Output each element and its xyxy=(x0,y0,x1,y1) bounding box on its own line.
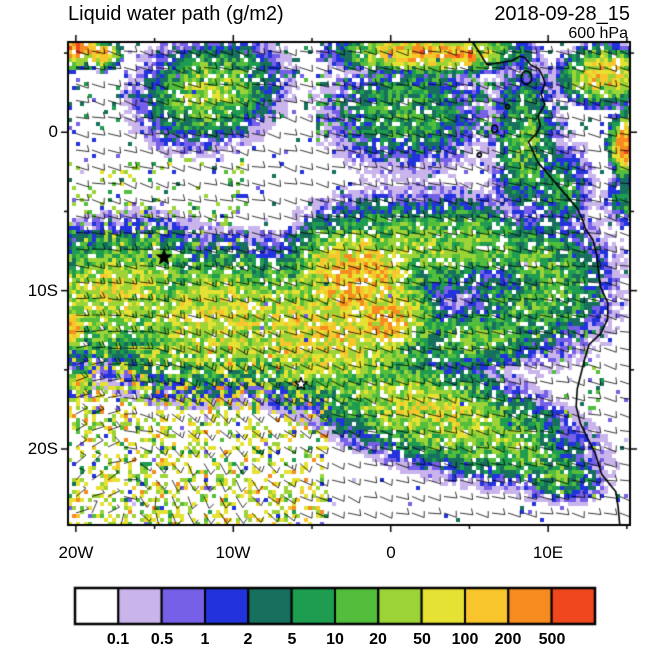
x-axis-tick-label-10w: 10W xyxy=(215,543,251,562)
colorbar-tick-50: 50 xyxy=(413,631,431,648)
chart-title: Liquid water path (g/m2) xyxy=(68,3,284,25)
y-axis-tick-label-20s: 20S xyxy=(27,439,58,458)
x-axis-tick-label-0: 0 xyxy=(386,543,396,562)
colorbar-tick-200: 200 xyxy=(494,631,522,648)
x-axis-tick-label-10e: 10E xyxy=(532,543,564,562)
colorbar-tick-0.5: 0.5 xyxy=(150,631,174,648)
colorbar-tick-0.1: 0.1 xyxy=(106,631,130,648)
colorbar-tick-10: 10 xyxy=(326,631,344,648)
colorbar-tick-2: 2 xyxy=(243,631,253,648)
chart-datetime: 2018-09-28_15 xyxy=(494,3,630,25)
colorbar-tick-1: 1 xyxy=(200,631,210,648)
colorbar-tick-20: 20 xyxy=(369,631,387,648)
y-axis-tick-label-10s: 10S xyxy=(27,281,58,300)
y-axis-tick-label-0: 0 xyxy=(48,122,58,141)
pressure-level-label: 600 hPa xyxy=(568,25,628,42)
colorbar-tick-5: 5 xyxy=(287,631,297,648)
x-axis-tick-label-20w: 20W xyxy=(58,543,94,562)
colorbar-tick-100: 100 xyxy=(451,631,479,648)
colorbar-tick-500: 500 xyxy=(538,631,566,648)
